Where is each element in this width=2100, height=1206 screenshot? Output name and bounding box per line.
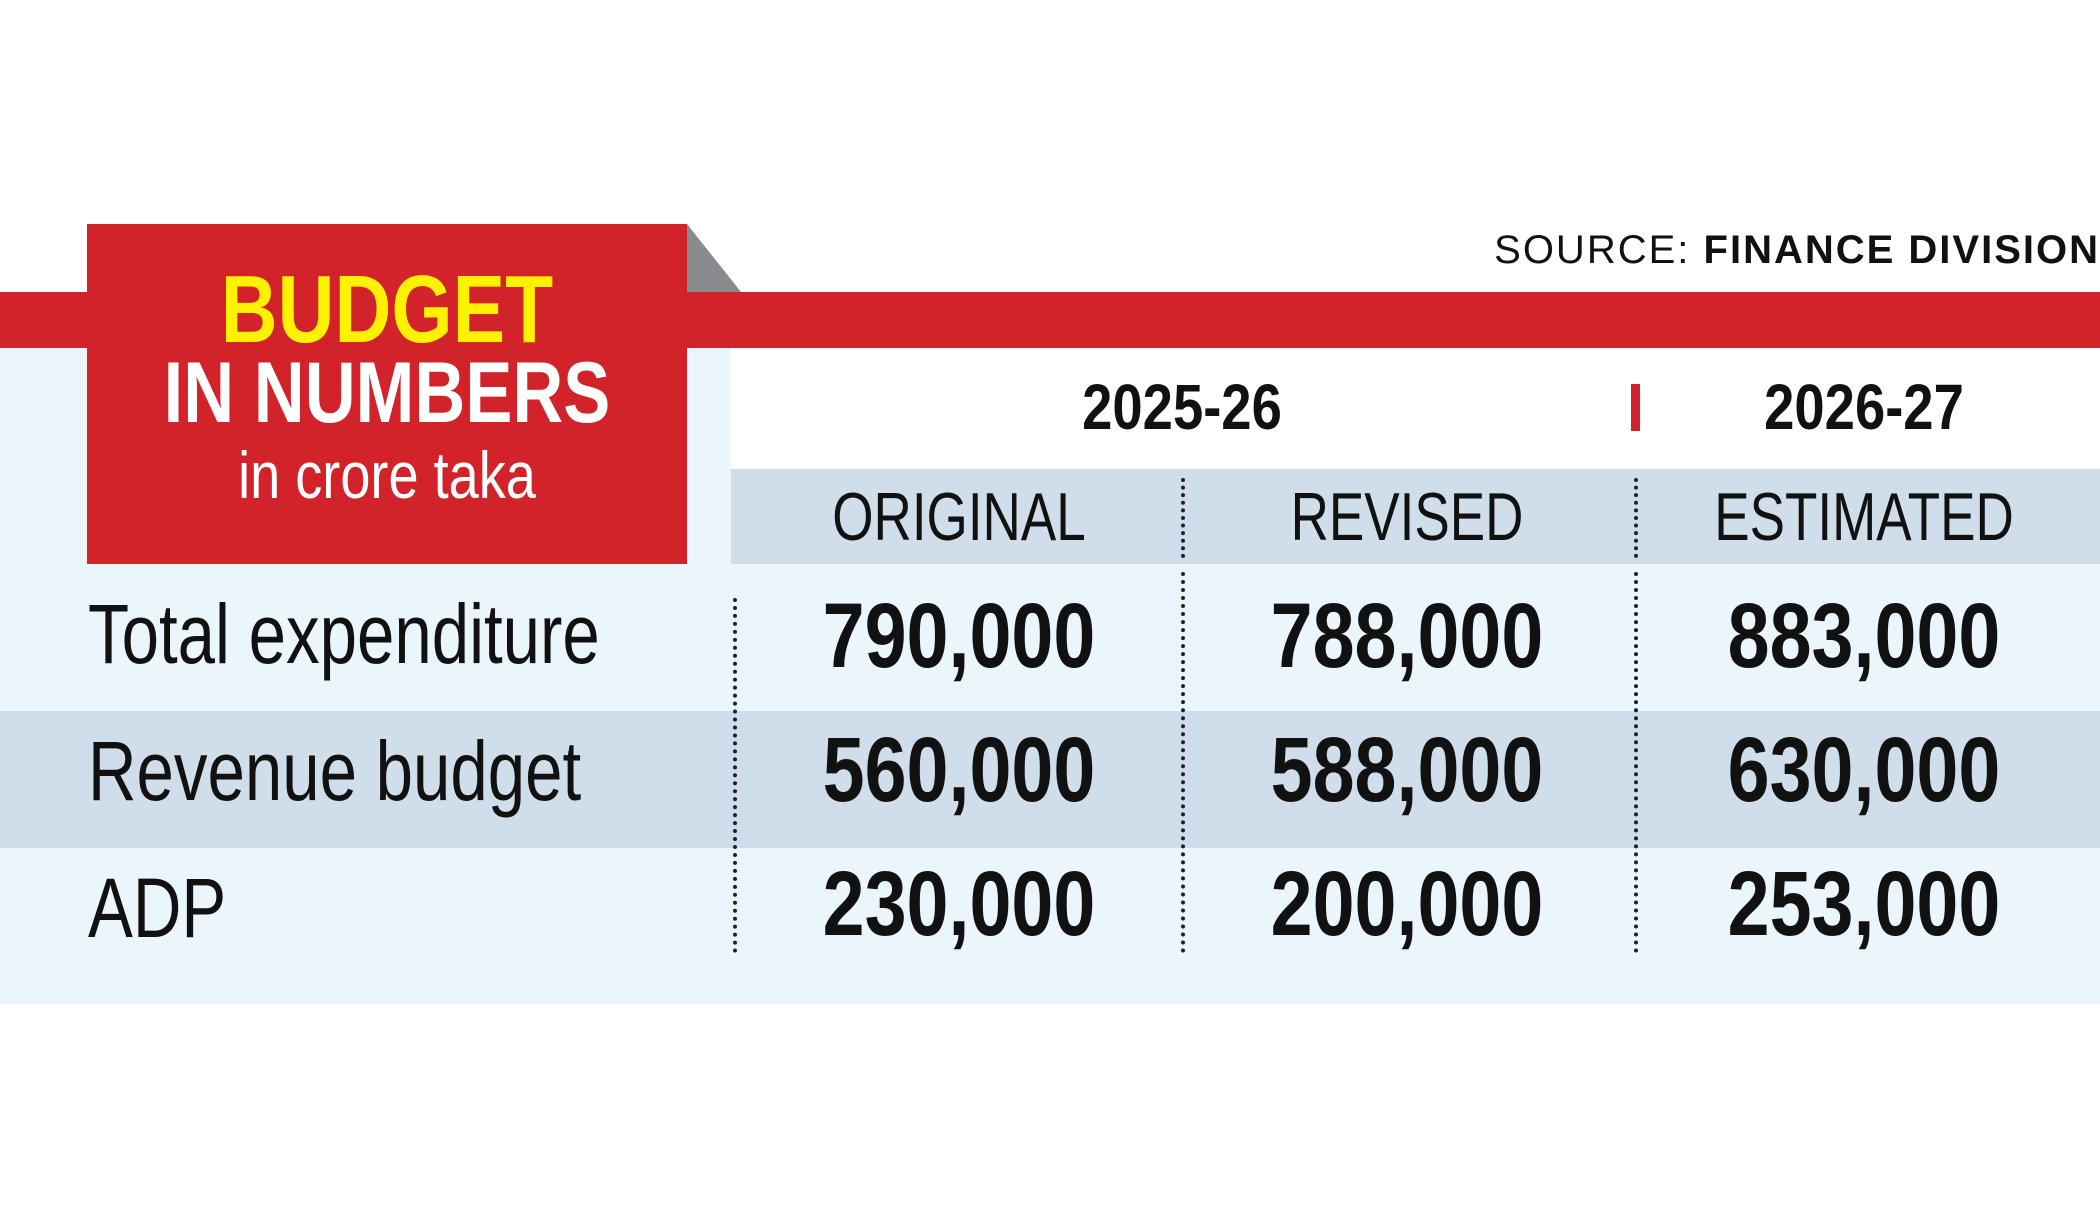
cell-revenue-budget-original: 560,000 <box>822 719 1096 821</box>
cell-revenue-budget-estimated: 630,000 <box>1727 719 2001 821</box>
year-header-2025-26: 2025-26 <box>1082 371 1282 443</box>
year-header-row <box>731 348 2100 469</box>
column-divider <box>733 598 737 953</box>
title-box: BUDGET IN NUMBERS in crore taka <box>87 224 687 564</box>
row-label-total-expenditure: Total expenditure <box>88 587 600 681</box>
year-header-2026-27: 2026-27 <box>1764 371 1964 443</box>
year-divider-marker <box>1631 384 1640 431</box>
table-row-shaded <box>0 711 2100 848</box>
column-divider <box>1634 478 1638 558</box>
column-divider <box>1634 572 1638 953</box>
cell-total-expenditure-estimated: 883,000 <box>1727 585 2001 687</box>
title-line-2: IN NUMBERS <box>163 345 611 441</box>
cell-revenue-budget-revised: 588,000 <box>1270 719 1544 821</box>
column-header-row <box>731 469 2100 564</box>
cell-adp-estimated: 253,000 <box>1727 853 2001 955</box>
column-header-revised: REVISED <box>1290 479 1524 555</box>
row-label-adp: ADP <box>88 861 227 955</box>
column-divider <box>1181 572 1185 953</box>
cell-total-expenditure-revised: 788,000 <box>1270 585 1544 687</box>
cell-total-expenditure-original: 790,000 <box>822 585 1096 687</box>
source-value: FINANCE DIVISION <box>1703 228 2100 272</box>
source-label: SOURCE: <box>1494 228 1691 272</box>
folded-corner-icon <box>687 224 741 292</box>
column-divider <box>1181 478 1185 558</box>
column-header-original: ORIGINAL <box>832 479 1086 555</box>
row-label-revenue-budget: Revenue budget <box>88 724 582 818</box>
title-line-1: BUDGET <box>220 256 554 363</box>
unit-label: in crore taka <box>238 438 536 512</box>
cell-adp-revised: 200,000 <box>1270 853 1544 955</box>
cell-adp-original: 230,000 <box>822 853 1096 955</box>
source-credit: SOURCE: FINANCE DIVISION <box>1494 228 2100 273</box>
column-header-estimated: ESTIMATED <box>1714 479 2014 555</box>
